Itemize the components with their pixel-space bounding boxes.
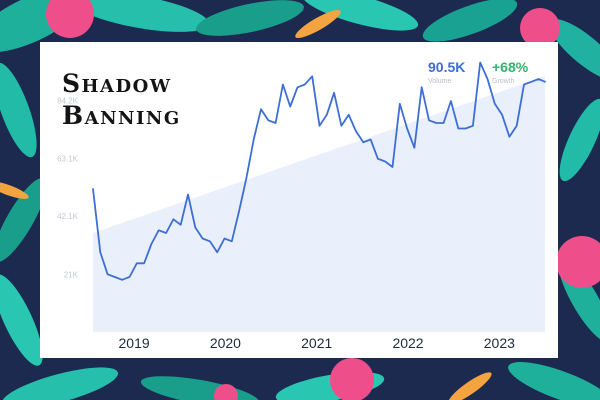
trend-area: [93, 76, 545, 332]
page-title: Shadow Banning: [62, 68, 181, 132]
x-tick-label: 2022: [392, 335, 423, 351]
volume-stat: 90.5K Volume: [428, 58, 465, 85]
y-tick-label: 42.1K: [57, 212, 79, 221]
volume-label: Volume: [428, 78, 452, 85]
y-tick-label: 21K: [64, 270, 79, 279]
growth-value: +68%: [492, 59, 529, 75]
chart-card: Shadow Banning 90.5K Volume +68% Growth …: [40, 42, 558, 358]
x-tick-label: 2020: [210, 335, 241, 351]
y-tick-label: 84.2K: [57, 96, 79, 105]
x-tick-label: 2023: [484, 335, 515, 351]
x-tick-label: 2021: [301, 335, 332, 351]
growth-label: Growth: [492, 78, 515, 85]
growth-stat: +68% Growth: [492, 58, 528, 85]
x-tick-label: 2019: [119, 335, 150, 351]
title-line-1: Shadow: [62, 69, 172, 98]
line-chart: 21K 42.1K 63.1K 84.2K 2019 2020 2021 2022 2023: [57, 61, 546, 351]
series-line: [92, 61, 546, 281]
y-tick-label: 63.1K: [57, 154, 79, 163]
title-line-2: Banning: [62, 101, 181, 130]
volume-value: 90.5K: [428, 59, 466, 75]
